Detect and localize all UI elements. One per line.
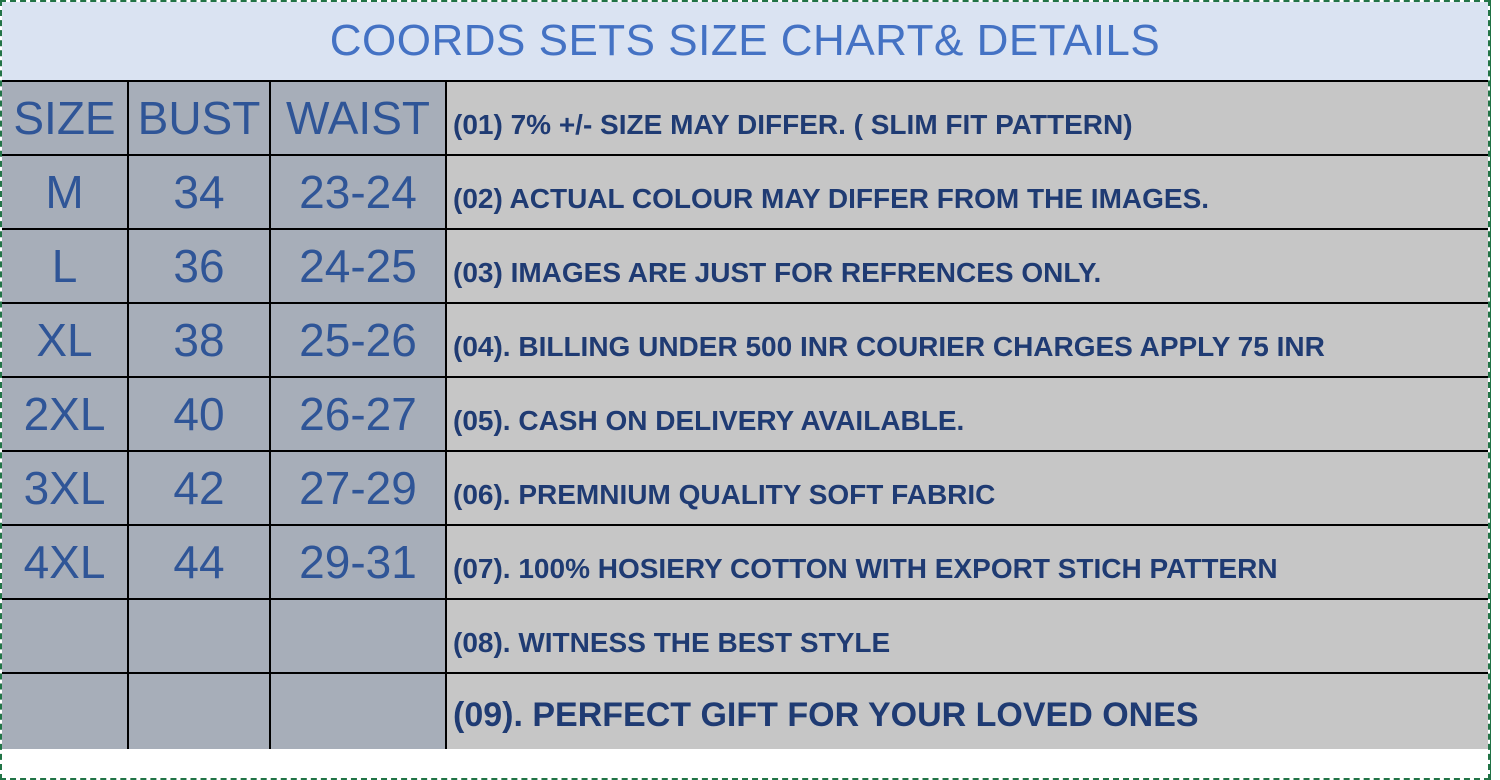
- header-row: SIZE BUST WAIST (01) 7% +/- SIZE MAY DIFFER…: [2, 80, 1488, 156]
- detail-cell[interactable]: (03) IMAGES ARE JUST FOR REFRENCES ONLY.: [445, 228, 1488, 304]
- detail-cell[interactable]: (08). WITNESS THE BEST STYLE: [445, 598, 1488, 674]
- waist-cell[interactable]: 23-24: [269, 154, 447, 230]
- bust-cell[interactable]: 42: [127, 450, 271, 526]
- bust-cell[interactable]: 36: [127, 228, 271, 304]
- detail-cell[interactable]: (01) 7% +/- SIZE MAY DIFFER. ( SLIM FIT …: [445, 80, 1488, 156]
- table-row: L 36 24-25 (03) IMAGES ARE JUST FOR REFRENC…: [2, 228, 1488, 304]
- table-row: 2XL 40 26-27 (05). CASH ON DELIVERY AVAILAB…: [2, 376, 1488, 452]
- size-cell[interactable]: [2, 672, 129, 749]
- size-cell[interactable]: XL: [2, 302, 129, 378]
- waist-cell[interactable]: [269, 598, 447, 674]
- detail-cell[interactable]: (07). 100% HOSIERY COTTON WITH EXPORT ST…: [445, 524, 1488, 600]
- bust-cell[interactable]: 38: [127, 302, 271, 378]
- waist-cell[interactable]: 26-27: [269, 376, 447, 452]
- table-row: 3XL 42 27-29 (06). PREMNIUM QUALITY SOFT FA…: [2, 450, 1488, 526]
- size-chart-table: SIZE BUST WAIST (01) 7% +/- SIZE MAY DIFFER…: [2, 80, 1488, 749]
- bust-cell[interactable]: 44: [127, 524, 271, 600]
- waist-cell[interactable]: 29-31: [269, 524, 447, 600]
- size-cell[interactable]: 2XL: [2, 376, 129, 452]
- detail-cell[interactable]: (04). BILLING UNDER 500 INR COURIER CHAR…: [445, 302, 1488, 378]
- waist-cell[interactable]: [269, 672, 447, 749]
- detail-cell[interactable]: (05). CASH ON DELIVERY AVAILABLE.: [445, 376, 1488, 452]
- detail-cell[interactable]: (09). PERFECT GIFT FOR YOUR LOVED ONES: [445, 672, 1488, 749]
- size-header[interactable]: SIZE: [2, 80, 129, 156]
- bust-cell[interactable]: [127, 672, 271, 749]
- bust-cell[interactable]: [127, 598, 271, 674]
- table-row: 4XL 44 29-31 (07). 100% HOSIERY COTTON WITH…: [2, 524, 1488, 600]
- size-cell[interactable]: [2, 598, 129, 674]
- bust-cell[interactable]: 40: [127, 376, 271, 452]
- waist-cell[interactable]: 27-29: [269, 450, 447, 526]
- waist-header[interactable]: WAIST: [269, 80, 447, 156]
- size-cell[interactable]: L: [2, 228, 129, 304]
- table-row: M 34 23-24 (02) ACTUAL COLOUR MAY DIFFER FR…: [2, 154, 1488, 230]
- size-cell[interactable]: 3XL: [2, 450, 129, 526]
- chart-title: COORDS SETS SIZE CHART& DETAILS: [2, 2, 1488, 80]
- table-row: (08). WITNESS THE BEST STYLE: [2, 598, 1488, 674]
- waist-cell[interactable]: 24-25: [269, 228, 447, 304]
- size-cell[interactable]: 4XL: [2, 524, 129, 600]
- detail-cell[interactable]: (02) ACTUAL COLOUR MAY DIFFER FROM THE I…: [445, 154, 1488, 230]
- size-cell[interactable]: M: [2, 154, 129, 230]
- table-row: XL 38 25-26 (04). BILLING UNDER 500 INR COU…: [2, 302, 1488, 378]
- table-row: (09). PERFECT GIFT FOR YOUR LOVED ONES: [2, 672, 1488, 749]
- waist-cell[interactable]: 25-26: [269, 302, 447, 378]
- detail-cell[interactable]: (06). PREMNIUM QUALITY SOFT FABRIC: [445, 450, 1488, 526]
- bust-header[interactable]: BUST: [127, 80, 271, 156]
- bust-cell[interactable]: 34: [127, 154, 271, 230]
